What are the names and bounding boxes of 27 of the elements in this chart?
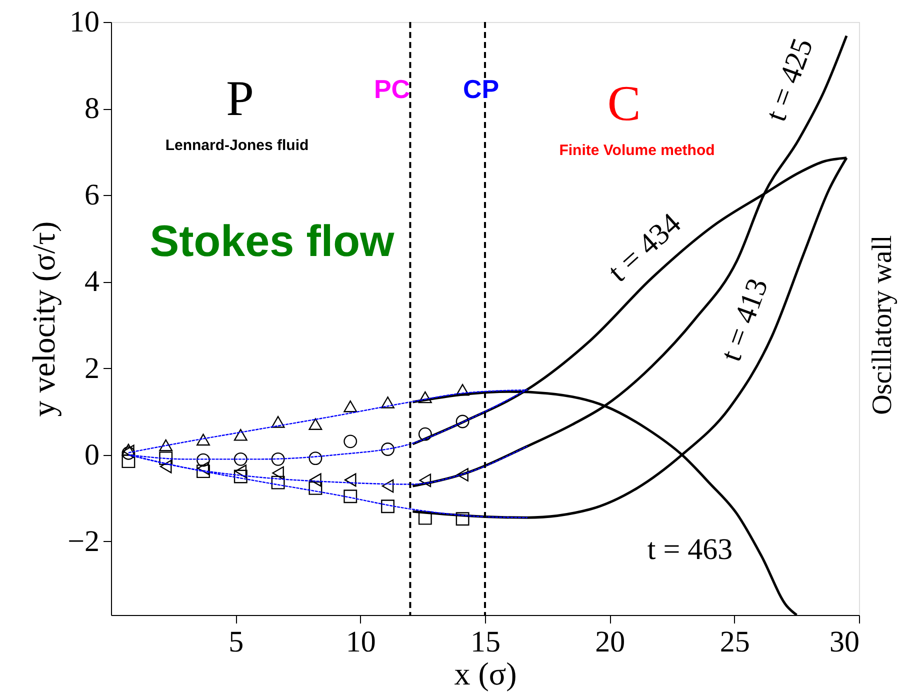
annotation: CP (462, 74, 500, 104)
x-axis-title: x (σ) (454, 656, 517, 692)
annotation: t = 413 (714, 274, 775, 366)
y-tick-label: 8 (84, 92, 100, 126)
y-tick-label: 2 (84, 352, 100, 385)
y-tick-label: −2 (68, 524, 100, 558)
x-tick-label: 20 (595, 626, 626, 658)
annotation: Stokes flow (150, 217, 396, 266)
y-axis-title: y velocity (σ/τ) (26, 221, 62, 417)
x-tick-label: 15 (470, 626, 500, 658)
x-tick-label: 25 (720, 626, 750, 658)
x-tick-label: 5 (228, 626, 244, 658)
text: Oscillatory wall (867, 234, 898, 415)
annotation: C (607, 75, 641, 131)
annotation: t = 425 (759, 34, 820, 126)
annotation: Lennard-Jones fluid (165, 137, 309, 154)
annotation: P (226, 70, 254, 126)
x-tick-label: 10 (346, 626, 376, 658)
annotation: t = 463 (647, 533, 733, 566)
y-tick-label: 0 (84, 438, 100, 472)
annotation: PC (374, 74, 410, 104)
y-tick-label: 6 (84, 178, 100, 212)
x-tick-label: 30 (830, 626, 860, 658)
annotation: t = 434 (602, 206, 688, 288)
annotation: Finite Volume method (559, 142, 715, 159)
y-tick-label: 4 (84, 265, 100, 298)
y-tick-label: 10 (70, 6, 100, 38)
